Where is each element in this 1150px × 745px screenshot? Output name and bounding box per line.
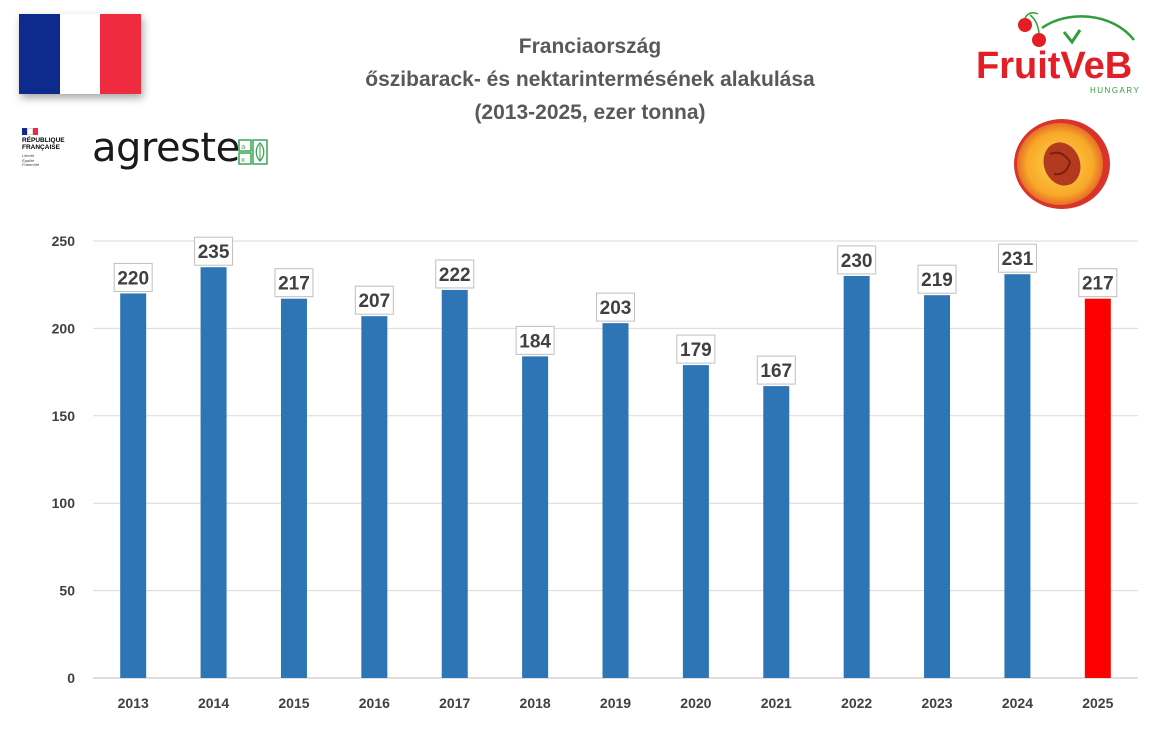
x-tick-label: 2022 — [841, 695, 872, 711]
x-tick-label: 2015 — [278, 695, 309, 711]
rf-text: RÉPUBLIQUE FRANÇAISE — [22, 137, 65, 151]
svg-text:x: x — [241, 156, 245, 164]
bar — [924, 295, 951, 678]
data-label-box — [515, 325, 555, 355]
rf-motto: Liberté Égalité Fraternité — [22, 153, 40, 167]
x-tick-label: 2018 — [520, 695, 551, 711]
data-label-box — [837, 245, 877, 275]
data-label-box — [274, 268, 314, 298]
x-tick-label: 2019 — [600, 695, 631, 711]
data-label: 217 — [278, 274, 310, 295]
data-label: 230 — [841, 251, 873, 272]
chart-title: Franciaország őszibarack- és nektarinter… — [290, 30, 890, 129]
bar — [843, 275, 870, 678]
bar — [120, 293, 147, 678]
data-label: 235 — [198, 242, 230, 263]
data-label: 167 — [760, 361, 792, 382]
bar — [1084, 298, 1111, 678]
y-tick-label: 50 — [59, 583, 75, 599]
agreste-logo-text: agreste — [92, 125, 240, 171]
agreste-leaf-icon: a x — [238, 139, 268, 165]
fruitveb-text-main: FruitVeB — [976, 45, 1132, 87]
bar — [763, 386, 790, 678]
bar — [200, 267, 227, 678]
data-label-box — [756, 355, 796, 385]
data-label: 207 — [358, 291, 390, 312]
title-line-2: őszibarack- és nektarintermésének alakul… — [365, 68, 815, 91]
bar — [1004, 274, 1031, 678]
svg-text:a: a — [241, 143, 245, 151]
data-label: 219 — [921, 270, 953, 291]
bar — [602, 323, 629, 678]
peach-icon — [1014, 119, 1110, 209]
x-tick-label: 2017 — [439, 695, 470, 711]
marianne-icon — [22, 128, 39, 135]
title-line-3: (2013-2025, ezer tonna) — [474, 101, 706, 124]
data-label: 222 — [439, 265, 471, 286]
fruitveb-logo: FruitVeB HUNGARY — [976, 12, 1140, 95]
x-tick-label: 2016 — [359, 695, 390, 711]
y-tick-label: 150 — [52, 408, 76, 424]
flag-blue-stripe — [19, 14, 60, 94]
title-line-1: Franciaország — [518, 35, 662, 58]
x-tick-label: 2025 — [1082, 695, 1113, 711]
bar — [682, 365, 709, 678]
data-label: 203 — [600, 298, 632, 319]
french-flag-icon — [19, 14, 142, 94]
bar — [522, 356, 549, 678]
bars — [120, 267, 1111, 678]
bar — [361, 316, 388, 678]
y-tick-label: 250 — [52, 233, 76, 249]
data-label: 217 — [1082, 274, 1114, 295]
republique-francaise-logo: RÉPUBLIQUE FRANÇAISE Liberté Égalité Fra… — [22, 128, 82, 168]
data-label-box — [917, 264, 957, 294]
y-tick-label: 200 — [52, 320, 76, 336]
data-label-box — [997, 243, 1037, 273]
data-label: 220 — [117, 268, 149, 289]
x-tick-label: 2024 — [1002, 695, 1033, 711]
data-labels: 220 235 217 207 222 184 203 179 167 230 219 231 217 — [113, 236, 1118, 385]
flag-white-stripe — [59, 14, 101, 94]
data-label-box — [113, 262, 153, 292]
data-label-box — [354, 285, 394, 315]
bar — [280, 298, 307, 678]
fruitveb-text-sub: HUNGARY — [1090, 86, 1140, 95]
y-tick-label: 100 — [52, 495, 76, 511]
data-label: 231 — [1002, 249, 1034, 270]
x-tick-label: 2020 — [680, 695, 711, 711]
data-label-box — [194, 236, 234, 266]
data-label-box — [676, 334, 716, 364]
axis-labels: 0 50 100 150 200 250 2013 2014 2015 2016 2017 2018 2… — [52, 233, 1114, 711]
y-tick-label: 0 — [67, 670, 75, 686]
data-label: 179 — [680, 340, 712, 361]
x-tick-label: 2023 — [921, 695, 952, 711]
data-label: 184 — [519, 331, 551, 352]
data-label-box — [1078, 268, 1118, 298]
flag-red-stripe — [100, 14, 142, 94]
data-label-box — [435, 259, 475, 289]
x-tick-label: 2014 — [198, 695, 229, 711]
data-label-box — [596, 292, 635, 322]
x-tick-label: 2021 — [761, 695, 792, 711]
bar — [441, 289, 468, 678]
x-tick-label: 2013 — [118, 695, 149, 711]
